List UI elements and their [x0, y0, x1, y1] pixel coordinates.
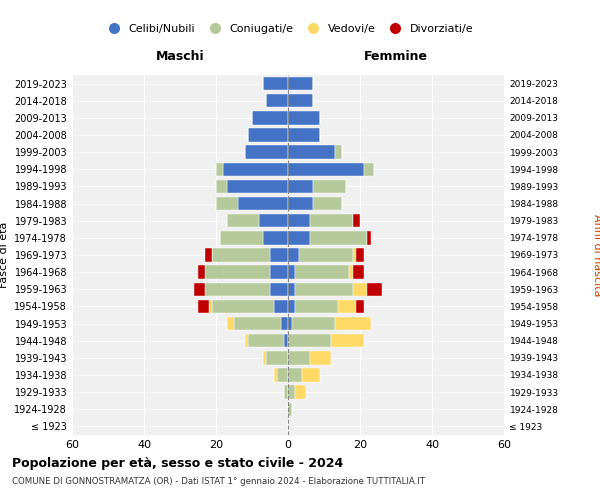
Bar: [227, 317, 234, 330]
Bar: [288, 351, 310, 364]
Bar: [302, 368, 320, 382]
Bar: [205, 282, 270, 296]
Bar: [288, 94, 313, 108]
Bar: [288, 300, 295, 313]
Bar: [263, 77, 288, 90]
Bar: [216, 162, 223, 176]
Bar: [288, 334, 331, 347]
Bar: [234, 317, 281, 330]
Bar: [238, 197, 288, 210]
Bar: [220, 231, 263, 244]
Y-axis label: Fasce di età: Fasce di età: [0, 222, 9, 288]
Bar: [288, 128, 320, 141]
Text: Maschi: Maschi: [155, 50, 205, 63]
Bar: [367, 231, 371, 244]
Bar: [353, 248, 356, 262]
Bar: [288, 197, 313, 210]
Bar: [288, 248, 299, 262]
Bar: [216, 180, 227, 193]
Bar: [227, 180, 288, 193]
Bar: [349, 266, 353, 279]
Bar: [227, 214, 259, 228]
Bar: [270, 248, 288, 262]
Bar: [356, 248, 364, 262]
Bar: [212, 248, 270, 262]
Bar: [252, 111, 288, 124]
Bar: [223, 162, 288, 176]
Bar: [288, 386, 295, 399]
Bar: [295, 300, 338, 313]
Bar: [266, 94, 288, 108]
Bar: [266, 351, 288, 364]
Bar: [310, 214, 353, 228]
Bar: [288, 317, 292, 330]
Bar: [295, 386, 306, 399]
Bar: [364, 162, 374, 176]
Bar: [335, 317, 371, 330]
Bar: [281, 317, 288, 330]
Bar: [353, 282, 367, 296]
Bar: [288, 266, 295, 279]
Bar: [274, 368, 277, 382]
Bar: [310, 231, 367, 244]
Bar: [194, 282, 205, 296]
Bar: [270, 282, 288, 296]
Bar: [245, 334, 248, 347]
Bar: [198, 300, 209, 313]
Bar: [284, 334, 288, 347]
Bar: [313, 180, 346, 193]
Bar: [270, 266, 288, 279]
Legend: Celibi/Nubili, Coniugati/e, Vedovi/e, Divorziati/e: Celibi/Nubili, Coniugati/e, Vedovi/e, Di…: [98, 20, 478, 38]
Bar: [288, 77, 313, 90]
Bar: [212, 300, 274, 313]
Bar: [288, 402, 292, 416]
Bar: [367, 282, 382, 296]
Text: Femmine: Femmine: [364, 50, 428, 63]
Bar: [288, 214, 310, 228]
Bar: [288, 368, 302, 382]
Bar: [299, 248, 353, 262]
Bar: [248, 334, 284, 347]
Bar: [198, 266, 205, 279]
Bar: [353, 214, 360, 228]
Bar: [295, 282, 353, 296]
Bar: [310, 351, 331, 364]
Bar: [288, 162, 364, 176]
Bar: [277, 368, 288, 382]
Bar: [263, 351, 266, 364]
Bar: [338, 300, 356, 313]
Bar: [288, 231, 310, 244]
Bar: [356, 300, 364, 313]
Bar: [205, 248, 212, 262]
Bar: [288, 111, 320, 124]
Bar: [263, 231, 288, 244]
Bar: [335, 146, 342, 159]
Bar: [245, 146, 288, 159]
Bar: [259, 214, 288, 228]
Bar: [288, 146, 335, 159]
Bar: [284, 386, 288, 399]
Bar: [205, 266, 270, 279]
Bar: [288, 282, 295, 296]
Bar: [274, 300, 288, 313]
Bar: [313, 197, 342, 210]
Bar: [292, 317, 335, 330]
Text: COMUNE DI GONNOSTRAMATZA (OR) - Dati ISTAT 1° gennaio 2024 - Elaborazione TUTTIT: COMUNE DI GONNOSTRAMATZA (OR) - Dati IST…: [12, 478, 425, 486]
Bar: [295, 266, 349, 279]
Bar: [248, 128, 288, 141]
Bar: [288, 180, 313, 193]
Text: Anni di nascita: Anni di nascita: [592, 214, 600, 296]
Text: Popolazione per età, sesso e stato civile - 2024: Popolazione per età, sesso e stato civil…: [12, 458, 343, 470]
Bar: [353, 266, 364, 279]
Bar: [209, 300, 212, 313]
Bar: [331, 334, 364, 347]
Bar: [216, 197, 238, 210]
